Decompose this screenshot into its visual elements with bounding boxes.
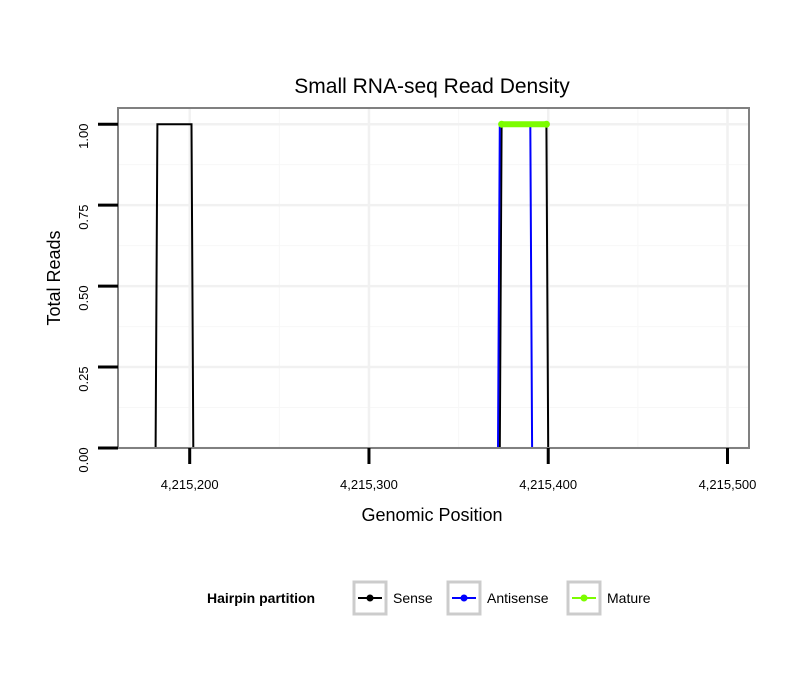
legend-title: Hairpin partition: [207, 590, 315, 606]
x-axis-title: Genomic Position: [361, 505, 502, 525]
x-tick-label: 4,215,500: [699, 477, 757, 492]
y-tick-label: 1.00: [76, 124, 91, 149]
y-tick-label: 0.75: [76, 204, 91, 229]
legend-label: Sense: [393, 590, 433, 606]
y-axis: 0.00 0.25 0.50 0.75 1.00: [76, 122, 118, 473]
y-tick-label: 0.00: [76, 447, 91, 472]
legend-key-point: [460, 594, 468, 602]
x-tick-label: 4,215,300: [340, 477, 398, 492]
y-tick-label: 0.50: [76, 285, 91, 310]
legend: Hairpin partition Sense Antisense Mature: [207, 580, 651, 616]
legend-entry-mature: Mature: [566, 580, 651, 616]
legend-label: Mature: [607, 590, 651, 606]
legend-key-point: [366, 594, 374, 602]
x-tick-label: 4,215,400: [519, 477, 577, 492]
series-mature-point: [542, 120, 550, 128]
plot-panel: [117, 107, 750, 449]
series-mature-point: [498, 120, 506, 128]
x-axis: 4,215,200 4,215,300 4,215,400 4,215,500: [161, 448, 757, 492]
legend-key-point: [580, 594, 588, 602]
y-axis-title: Total Reads: [44, 230, 64, 325]
plot-border: [117, 107, 750, 449]
legend-label: Antisense: [487, 590, 549, 606]
chart-title: Small RNA-seq Read Density: [294, 75, 570, 98]
x-tick-label: 4,215,200: [161, 477, 219, 492]
legend-entry-antisense: Antisense: [446, 580, 549, 616]
legend-entry-sense: Sense: [352, 580, 433, 616]
y-tick-label: 0.25: [76, 366, 91, 391]
